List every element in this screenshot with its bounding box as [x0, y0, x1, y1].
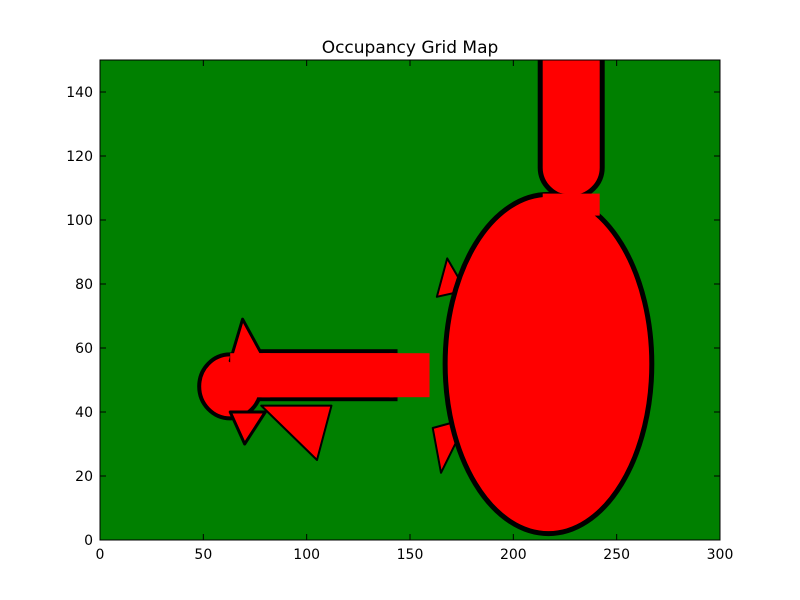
x-tick-label: 250 [603, 547, 630, 563]
y-tick-label: 80 [75, 277, 93, 293]
y-tick-label: 40 [75, 405, 93, 421]
y-tick-label: 20 [75, 469, 93, 485]
chart-title: Occupancy Grid Map [322, 38, 499, 58]
y-tick-label: 120 [66, 149, 93, 165]
y-tick-label: 60 [75, 341, 93, 357]
x-tick-label: 100 [293, 547, 320, 563]
x-tick-label: 0 [96, 547, 105, 563]
free-left-join-fill [230, 353, 271, 398]
y-tick-label: 100 [66, 213, 93, 229]
free-top-corridor [537, 60, 605, 201]
y-tick-label: 140 [66, 85, 93, 101]
x-tick-label: 50 [194, 547, 212, 563]
map-layer [100, 60, 720, 540]
x-tick-label: 300 [707, 547, 734, 563]
x-tick-label: 150 [397, 547, 424, 563]
free-top-join-fill [542, 193, 600, 216]
free-left-spike-bottom [228, 410, 267, 446]
free-corridor-fill [253, 353, 398, 398]
axis-ticks: 0 50 100 150 200 250 300 0 20 40 60 80 100 120 140 [66, 60, 733, 563]
plot-area [99, 59, 721, 541]
free-lower-wedge [260, 404, 333, 461]
x-tick-label: 200 [500, 547, 527, 563]
free-right-join-fill [389, 353, 430, 398]
y-tick-label: 0 [84, 533, 93, 549]
free-main-ellipse [442, 191, 655, 537]
